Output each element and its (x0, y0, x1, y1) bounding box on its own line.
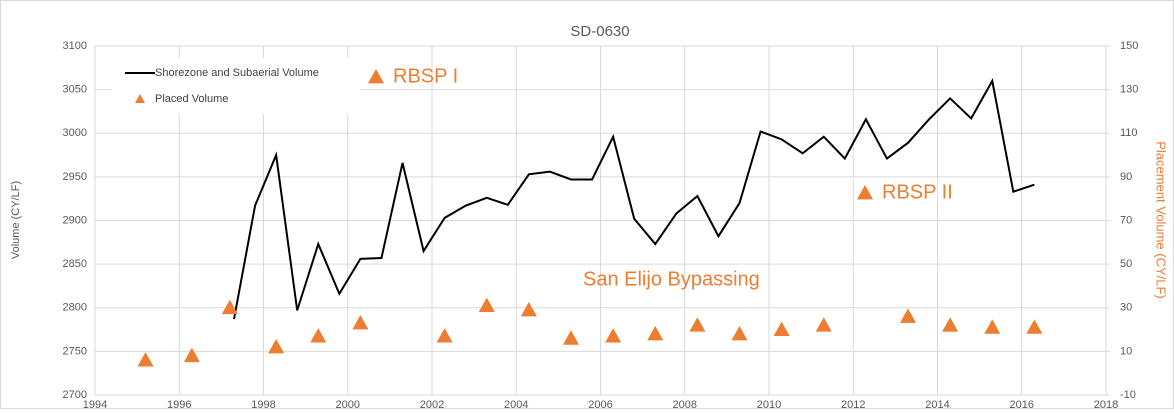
y-tick-label: 3100 (63, 40, 87, 52)
y2-tick-label: 70 (1120, 214, 1132, 226)
chart-title: SD-0630 (570, 23, 629, 40)
legend-box (112, 58, 360, 114)
annotation: San Elijo Bypassing (583, 268, 760, 290)
y2-tick-label: 110 (1120, 127, 1138, 139)
marker (689, 317, 706, 332)
y2-axis-title: Placement Volume (CY/LF) (1154, 141, 1169, 299)
y2-tick-label: 30 (1120, 302, 1132, 314)
x-tick-label: 2004 (504, 399, 528, 409)
marker (647, 325, 664, 341)
x-tick-label: 1998 (251, 399, 275, 409)
marker (1026, 319, 1043, 334)
y2-tick-label: 50 (1120, 258, 1132, 270)
y2-tick-label: 10 (1120, 345, 1132, 357)
x-tick-label: 2002 (420, 399, 444, 409)
y2-tick-label: -10 (1120, 389, 1136, 401)
annotation: RBSP I (393, 65, 458, 87)
y2-tick-label: 150 (1120, 40, 1138, 52)
marker (984, 319, 1001, 334)
marker (268, 339, 285, 354)
y-tick-label: 2900 (63, 214, 87, 226)
x-tick-label: 2008 (673, 399, 697, 409)
x-tick-label: 2012 (841, 399, 865, 409)
y-tick-label: 2700 (63, 389, 87, 401)
y-tick-label: 2750 (63, 345, 87, 357)
marker (520, 301, 537, 317)
y-tick-label: 2800 (63, 302, 87, 314)
line (233, 78, 1035, 320)
annotation: RBSP II (882, 181, 953, 203)
marker (605, 328, 622, 343)
y2-tick-label: 90 (1120, 171, 1132, 183)
y-tick-label: 3050 (63, 84, 87, 96)
annotation-marker (857, 185, 873, 200)
y-tick-label: 3000 (63, 127, 87, 139)
marker (478, 297, 495, 312)
y2-tick-label: 130 (1120, 84, 1138, 96)
marker (137, 352, 154, 367)
annotation-marker (368, 69, 384, 84)
marker (900, 308, 917, 323)
y-axis-title: Volume (CY/LF) (10, 181, 22, 259)
x-tick-label: 2010 (757, 399, 781, 409)
legend-marker (135, 94, 145, 103)
marker (773, 321, 790, 336)
marker (183, 347, 200, 363)
x-tick-label: 2018 (1094, 399, 1118, 409)
y-tick-label: 2950 (63, 171, 87, 183)
marker (436, 328, 453, 343)
legend-label: Shorezone and Subaerial Volume (155, 67, 319, 79)
x-tick-label: 1994 (83, 399, 107, 409)
x-tick-label: 2006 (588, 399, 612, 409)
marker (563, 330, 580, 345)
x-tick-label: 2016 (1010, 399, 1034, 409)
x-tick-label: 2014 (925, 399, 949, 409)
marker (310, 328, 327, 343)
x-tick-label: 2000 (336, 399, 360, 409)
marker (221, 299, 238, 315)
y-tick-label: 2850 (63, 258, 87, 270)
legend-label: Placed Volume (155, 93, 228, 105)
marker (942, 317, 959, 332)
x-tick-label: 1996 (167, 399, 191, 409)
marker (815, 317, 832, 332)
marker (352, 315, 369, 330)
marker (731, 325, 748, 341)
